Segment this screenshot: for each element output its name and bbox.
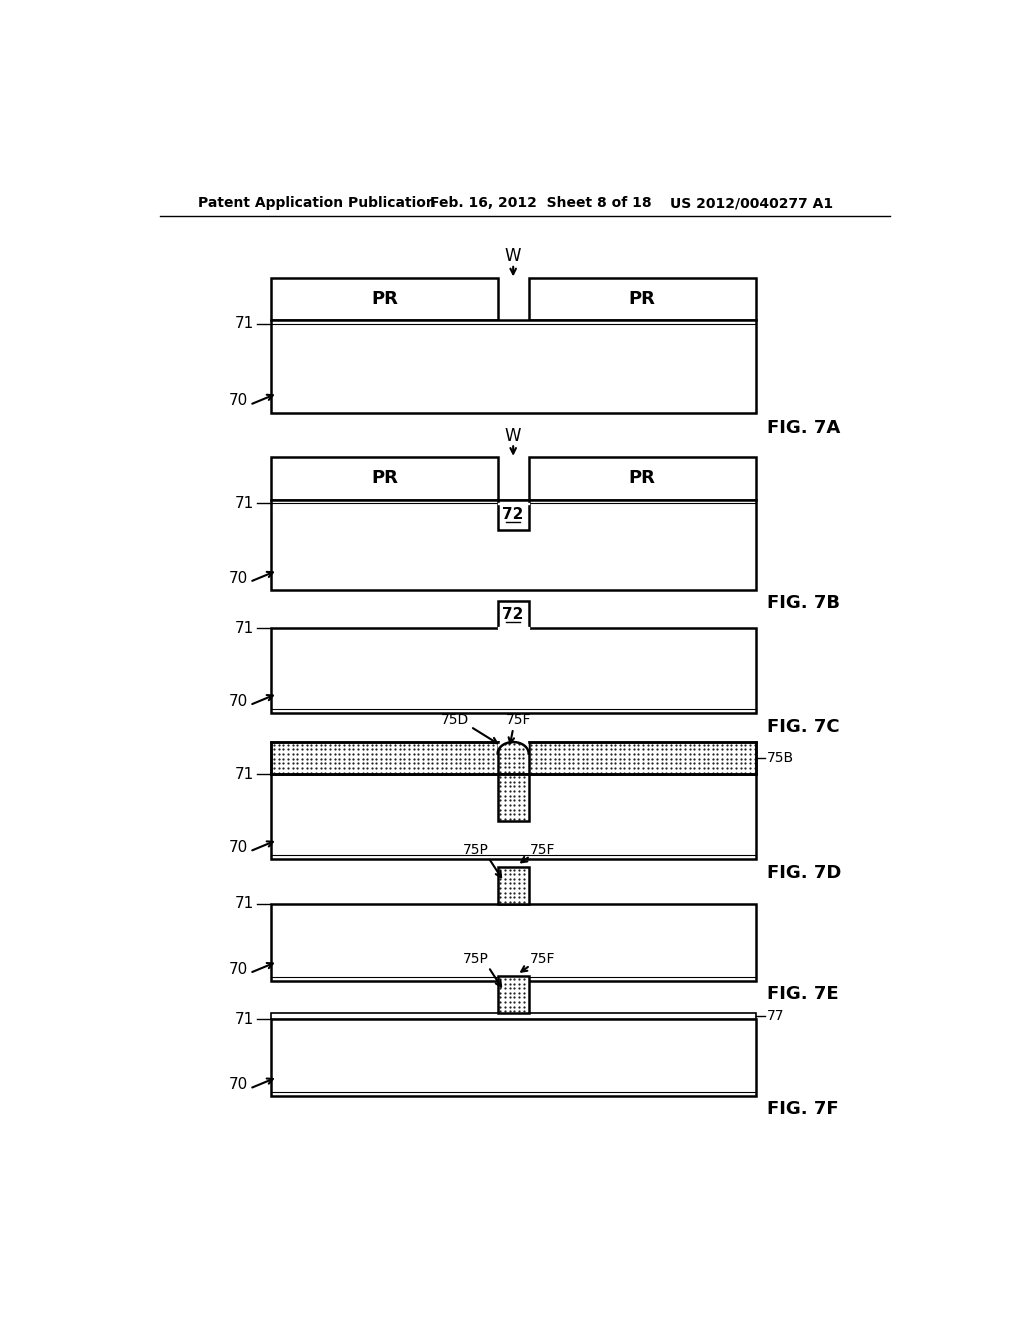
Bar	[498, 499, 528, 531]
Text: 75P: 75P	[463, 952, 488, 966]
Text: 71: 71	[236, 620, 254, 636]
Text: W: W	[505, 426, 521, 445]
Text: FIG. 7F: FIG. 7F	[767, 1100, 839, 1118]
Text: PR: PR	[629, 470, 655, 487]
Text: 71: 71	[236, 317, 254, 331]
Bar	[528, 457, 756, 499]
Text: 75F: 75F	[506, 714, 530, 727]
Text: 70: 70	[229, 962, 249, 977]
Bar	[271, 742, 498, 775]
Bar	[271, 628, 756, 713]
Text: 70: 70	[229, 570, 249, 586]
Text: PR: PR	[629, 290, 655, 308]
Bar	[271, 904, 756, 981]
Text: 75P: 75P	[463, 843, 488, 857]
Text: 75F: 75F	[530, 843, 556, 857]
Bar	[528, 277, 756, 321]
Text: US 2012/0040277 A1: US 2012/0040277 A1	[671, 197, 834, 210]
Text: FIG. 7B: FIG. 7B	[767, 594, 841, 612]
Text: 75B: 75B	[767, 751, 795, 766]
Text: 70: 70	[229, 840, 249, 855]
Text: FIG. 7A: FIG. 7A	[767, 418, 841, 437]
Text: 75F: 75F	[530, 952, 556, 966]
Text: 72: 72	[503, 607, 524, 622]
Text: W: W	[505, 247, 521, 265]
Text: 71: 71	[236, 896, 254, 911]
Text: 70: 70	[229, 1077, 249, 1092]
Bar	[498, 775, 528, 821]
Bar	[528, 742, 756, 775]
Bar	[271, 321, 756, 413]
Text: PR: PR	[371, 290, 398, 308]
Text: PR: PR	[371, 470, 398, 487]
Text: 71: 71	[236, 767, 254, 781]
Text: 72: 72	[503, 507, 524, 523]
Text: FIG. 7C: FIG. 7C	[767, 718, 840, 735]
Text: 70: 70	[229, 694, 249, 709]
Bar	[498, 601, 528, 628]
Text: Feb. 16, 2012  Sheet 8 of 18: Feb. 16, 2012 Sheet 8 of 18	[430, 197, 652, 210]
Bar	[498, 977, 528, 1014]
Bar	[271, 775, 756, 859]
Text: Patent Application Publication: Patent Application Publication	[198, 197, 435, 210]
Text: 75D: 75D	[441, 714, 469, 727]
Text: 71: 71	[236, 496, 254, 511]
Bar	[271, 457, 498, 499]
Text: FIG. 7D: FIG. 7D	[767, 865, 842, 882]
Bar	[271, 277, 498, 321]
Text: FIG. 7E: FIG. 7E	[767, 985, 839, 1003]
Bar	[271, 1019, 756, 1096]
Text: 77: 77	[767, 1010, 784, 1023]
Text: 70: 70	[229, 393, 249, 408]
Polygon shape	[498, 742, 528, 754]
Bar	[271, 499, 756, 590]
Text: 71: 71	[236, 1011, 254, 1027]
Bar	[271, 1014, 756, 1019]
Bar	[498, 867, 528, 904]
